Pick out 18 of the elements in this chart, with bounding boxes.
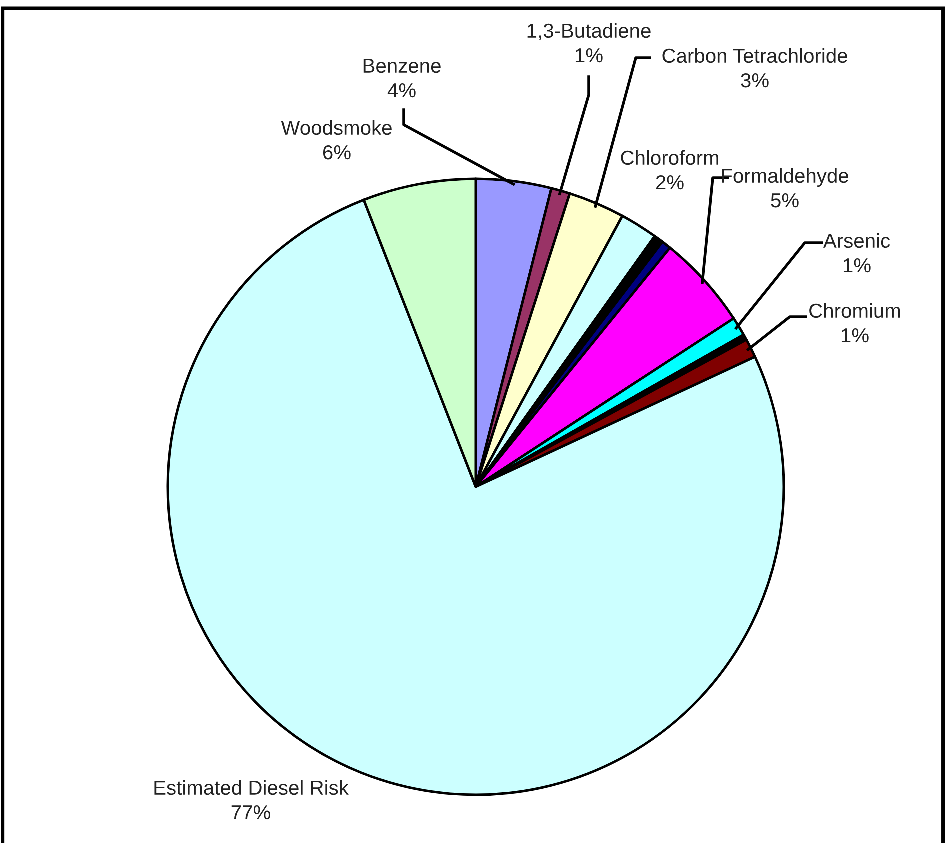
data-label: 77%: [232, 806, 270, 820]
slice-label: Formaldehyde: [722, 168, 848, 188]
data-label: 5%: [771, 194, 799, 208]
slice-label: Chloroform: [621, 150, 718, 166]
slice-label: Benzene: [364, 59, 441, 74]
data-label: 1%: [576, 48, 603, 63]
data-label: 1%: [842, 328, 869, 343]
data-label: 1%: [844, 258, 871, 273]
slice-label: Woodsmoke: [281, 120, 392, 136]
slice-label: Estimated Diesel Risk: [154, 780, 349, 796]
data-label: 2%: [656, 175, 684, 190]
slice-label: 1,3-Butadiene: [528, 23, 651, 40]
data-label: 4%: [388, 84, 416, 98]
data-label: 6%: [323, 145, 351, 160]
slice-label: Chromium: [810, 303, 900, 318]
slice-label: Carbon Tetrachloride: [662, 48, 848, 64]
slice-label: Arsenic: [823, 233, 890, 248]
data-label: 3%: [741, 73, 769, 88]
